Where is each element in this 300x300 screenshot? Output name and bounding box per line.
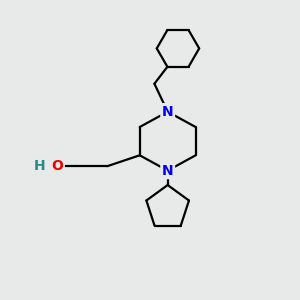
Text: N: N [162, 164, 173, 178]
Text: N: N [162, 105, 173, 119]
Text: O: O [51, 159, 63, 173]
Text: H: H [34, 159, 45, 173]
